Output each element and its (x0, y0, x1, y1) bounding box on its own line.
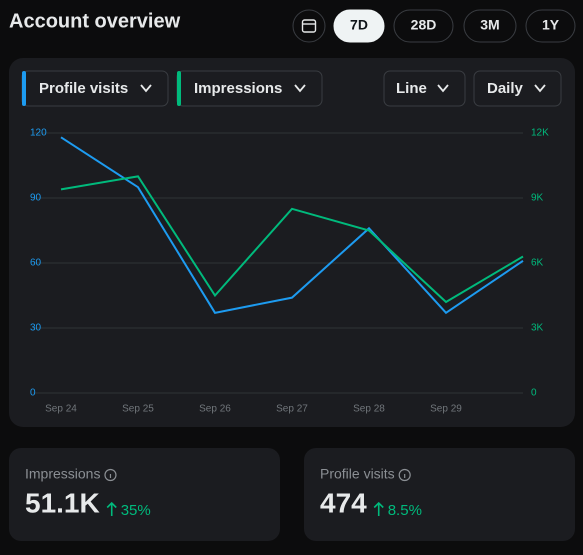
x-tick-label: Sep 28 (353, 404, 385, 415)
stat-change: 8.5% (388, 502, 422, 519)
range-button[interactable] (393, 9, 454, 43)
page-title: Account overview (9, 10, 181, 32)
series-line (60, 136, 524, 315)
stat-label: Profile visits (320, 466, 395, 482)
x-tick-label: Sep 26 (199, 404, 231, 415)
x-tick-label: Sep 24 (45, 404, 77, 415)
range-button[interactable] (463, 9, 517, 43)
chart-style-dropdown[interactable]: Line (383, 70, 466, 107)
calendar-icon (301, 19, 317, 33)
range-label: 1Y (542, 17, 560, 33)
x-tick-label: Sep 27 (276, 404, 308, 415)
stat-change: 35% (121, 502, 151, 519)
dropdown-label: Daily (487, 80, 524, 97)
x-tick-label: Sep 25 (122, 404, 154, 415)
series-color (22, 71, 26, 106)
info-icon[interactable] (398, 468, 411, 482)
stat-card (9, 448, 280, 541)
y-tick-label: 0 (30, 388, 36, 399)
x-tick-label: Sep 29 (430, 404, 462, 415)
series-dropdown[interactable]: Profile visits (21, 70, 169, 107)
chevron (534, 84, 546, 93)
chart-panel (9, 58, 575, 427)
interval-dropdown[interactable]: Daily (473, 70, 562, 107)
info-icon[interactable] (104, 468, 117, 482)
y-tick-label: 30 (30, 323, 42, 334)
chevron (294, 84, 306, 93)
y-tick-label: 120 (30, 128, 47, 139)
dropdown-label: Impressions (194, 80, 282, 97)
range-label: 28D (411, 17, 437, 33)
calendar-button-bg[interactable] (292, 9, 326, 43)
chevron (437, 84, 449, 93)
range-button[interactable] (525, 9, 576, 43)
dropdown-bg[interactable] (473, 70, 562, 107)
y2-tick-label: 3K (531, 323, 544, 334)
y2-tick-label: 0 (531, 388, 537, 399)
stat-value: 51.1K (25, 487, 100, 518)
series-dropdown[interactable]: Impressions (176, 70, 323, 107)
up-arrow (373, 501, 384, 516)
series-color (177, 71, 181, 106)
stat-value: 474 (320, 487, 367, 518)
calendar-button[interactable] (292, 9, 326, 43)
y2-tick-label: 6K (531, 258, 544, 269)
y2-tick-label: 9K (531, 193, 544, 204)
dropdown-label: Profile visits (39, 80, 128, 97)
stat-label: Impressions (25, 466, 100, 482)
up-arrow (106, 501, 117, 516)
range-button[interactable] (333, 9, 385, 43)
chevron (140, 84, 152, 93)
series-line (60, 175, 524, 304)
range-label: 7D (350, 17, 368, 33)
stat-card (304, 448, 575, 541)
y-tick-label: 60 (30, 258, 42, 269)
y2-tick-label: 12K (531, 128, 549, 139)
dropdown-label: Line (396, 80, 427, 97)
dropdown-bg[interactable] (383, 70, 466, 107)
y-tick-label: 90 (30, 193, 42, 204)
range-label: 3M (480, 17, 499, 33)
